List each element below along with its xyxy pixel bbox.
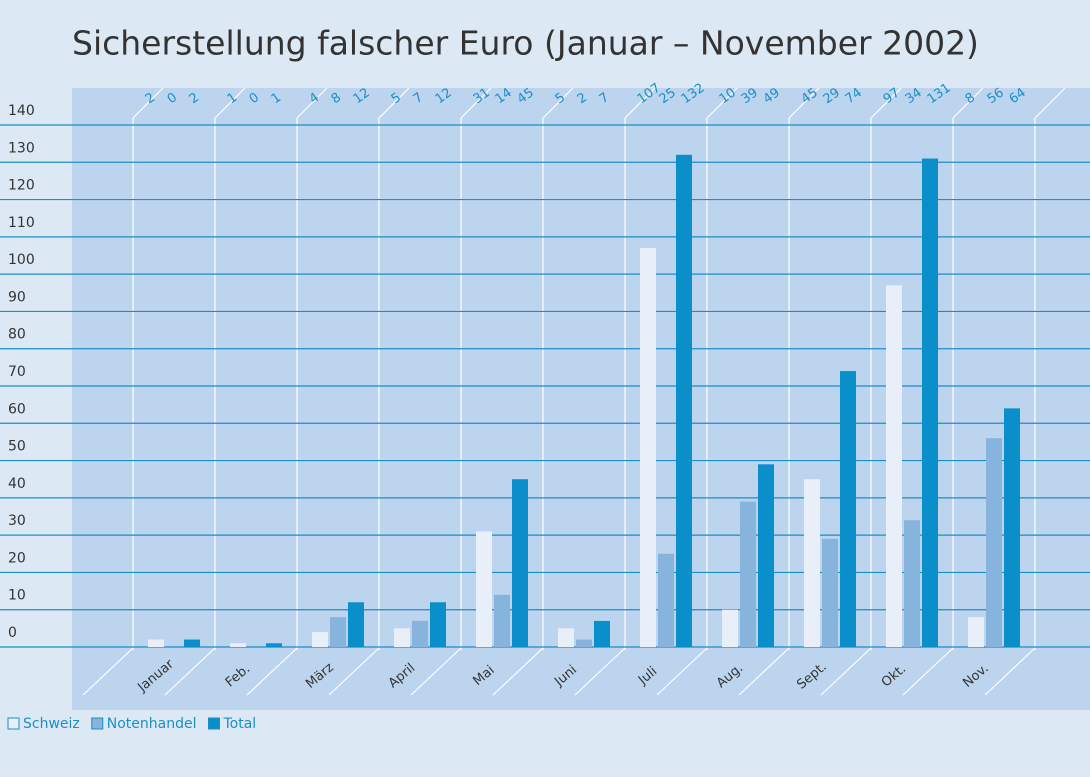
y-tick-label: 90	[8, 289, 26, 305]
y-tick-label: 140	[8, 103, 35, 119]
footer-slash	[820, 647, 872, 696]
y-tick-label: 100	[8, 252, 35, 268]
bar	[558, 628, 574, 647]
bar	[922, 158, 938, 648]
legend-label: Schweiz	[23, 716, 80, 732]
y-tick-label: 120	[8, 178, 35, 194]
bar	[676, 154, 692, 648]
y-tick-label: 0	[8, 625, 17, 641]
header-slash	[542, 87, 574, 119]
y-tick-label: 20	[8, 550, 26, 566]
bar	[840, 371, 856, 647]
legend-swatch	[91, 717, 104, 730]
footer-slash	[328, 647, 380, 696]
bar	[494, 594, 510, 647]
legend-label: Notenhandel	[107, 716, 197, 732]
footer-slash	[574, 647, 626, 696]
footer-slash	[246, 647, 298, 696]
header-slash	[1034, 87, 1066, 119]
footer-slash	[492, 647, 544, 696]
y-tick-label: 130	[8, 140, 35, 156]
legend-label: Total	[223, 716, 257, 732]
y-tick-label: 10	[8, 588, 26, 604]
bar	[740, 501, 756, 647]
bar	[986, 438, 1002, 647]
bar	[904, 520, 920, 647]
bar	[968, 617, 984, 647]
bar	[512, 479, 528, 647]
header-slash	[706, 87, 738, 119]
header-slash	[624, 87, 656, 119]
footer-slash	[984, 647, 1036, 696]
footer-slash	[164, 647, 216, 696]
footer-slash	[902, 647, 954, 696]
header-slash	[952, 87, 984, 119]
bar	[330, 617, 346, 647]
y-tick-label: 40	[8, 476, 26, 492]
header-slash	[214, 87, 246, 119]
footer-slash	[82, 647, 134, 696]
bar	[1004, 408, 1020, 647]
chart-title: Sicherstellung falscher Euro (Januar – N…	[72, 24, 979, 63]
bar	[594, 620, 610, 647]
y-tick-label: 70	[8, 364, 26, 380]
bar	[822, 538, 838, 647]
bar	[412, 620, 428, 647]
y-tick-label: 50	[8, 439, 26, 455]
footer-slash	[656, 647, 708, 696]
bar	[230, 643, 246, 647]
bar	[394, 628, 410, 647]
header-slash	[788, 87, 820, 119]
bar	[576, 639, 592, 647]
header-slash	[296, 87, 328, 119]
bar	[758, 464, 774, 647]
header-slash	[460, 87, 492, 119]
bar	[804, 479, 820, 647]
legend-swatch	[7, 717, 20, 730]
header-slash	[378, 87, 410, 119]
header-slash	[870, 87, 902, 119]
footer-slash	[410, 647, 462, 696]
bar	[658, 553, 674, 647]
y-tick-label: 30	[8, 513, 26, 529]
plot-area	[72, 88, 1090, 710]
bar	[348, 602, 364, 647]
bar	[184, 639, 200, 647]
bar	[312, 632, 328, 647]
header-slash	[132, 87, 164, 119]
bar	[148, 639, 164, 647]
y-tick-label: 60	[8, 401, 26, 417]
y-tick-label: 110	[8, 215, 35, 231]
bar	[430, 602, 446, 647]
y-tick-label: 80	[8, 327, 26, 343]
bar	[476, 531, 492, 647]
bar	[722, 609, 738, 647]
bar	[886, 285, 902, 647]
bar	[640, 248, 656, 648]
footer-slash	[738, 647, 790, 696]
bar	[266, 643, 282, 647]
legend-swatch	[208, 717, 220, 730]
